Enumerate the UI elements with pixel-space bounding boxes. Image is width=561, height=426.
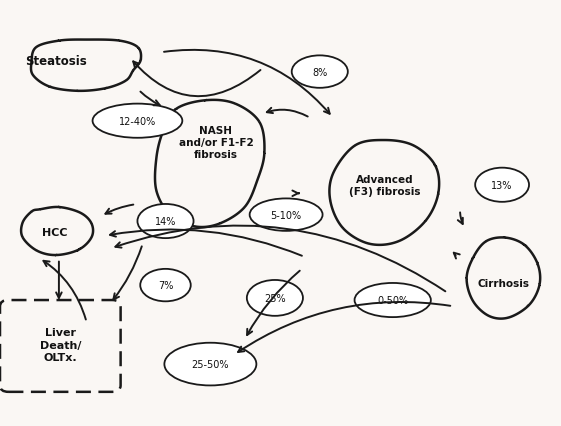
Text: Advanced
(F3) fibrosis: Advanced (F3) fibrosis: [348, 174, 420, 196]
Polygon shape: [467, 238, 540, 319]
Text: NASH
and/or F1-F2
fibrosis: NASH and/or F1-F2 fibrosis: [178, 125, 254, 160]
Ellipse shape: [355, 283, 431, 317]
Ellipse shape: [137, 204, 194, 239]
Text: Liver
Death/
OLTx.: Liver Death/ OLTx.: [40, 328, 81, 363]
Text: HCC: HCC: [42, 227, 68, 237]
Text: 14%: 14%: [155, 216, 176, 227]
Text: 8%: 8%: [312, 67, 328, 78]
Polygon shape: [31, 40, 141, 92]
Text: 7%: 7%: [158, 280, 173, 291]
Text: Steatosis: Steatosis: [25, 55, 87, 68]
FancyBboxPatch shape: [0, 300, 121, 392]
Text: 25%: 25%: [264, 293, 286, 303]
Polygon shape: [155, 101, 264, 227]
Ellipse shape: [164, 343, 256, 386]
Ellipse shape: [93, 104, 182, 138]
Text: 0-50%: 0-50%: [377, 295, 408, 305]
Ellipse shape: [475, 168, 529, 202]
Ellipse shape: [247, 280, 303, 316]
Ellipse shape: [140, 269, 191, 302]
Text: 13%: 13%: [491, 180, 513, 190]
Text: Cirrhosis: Cirrhosis: [477, 278, 529, 288]
Polygon shape: [329, 141, 439, 245]
Ellipse shape: [292, 56, 348, 89]
Text: 12-40%: 12-40%: [119, 116, 156, 127]
Ellipse shape: [250, 199, 323, 231]
Polygon shape: [21, 207, 93, 256]
Text: 25-50%: 25-50%: [192, 359, 229, 369]
Text: 5-10%: 5-10%: [270, 210, 302, 220]
